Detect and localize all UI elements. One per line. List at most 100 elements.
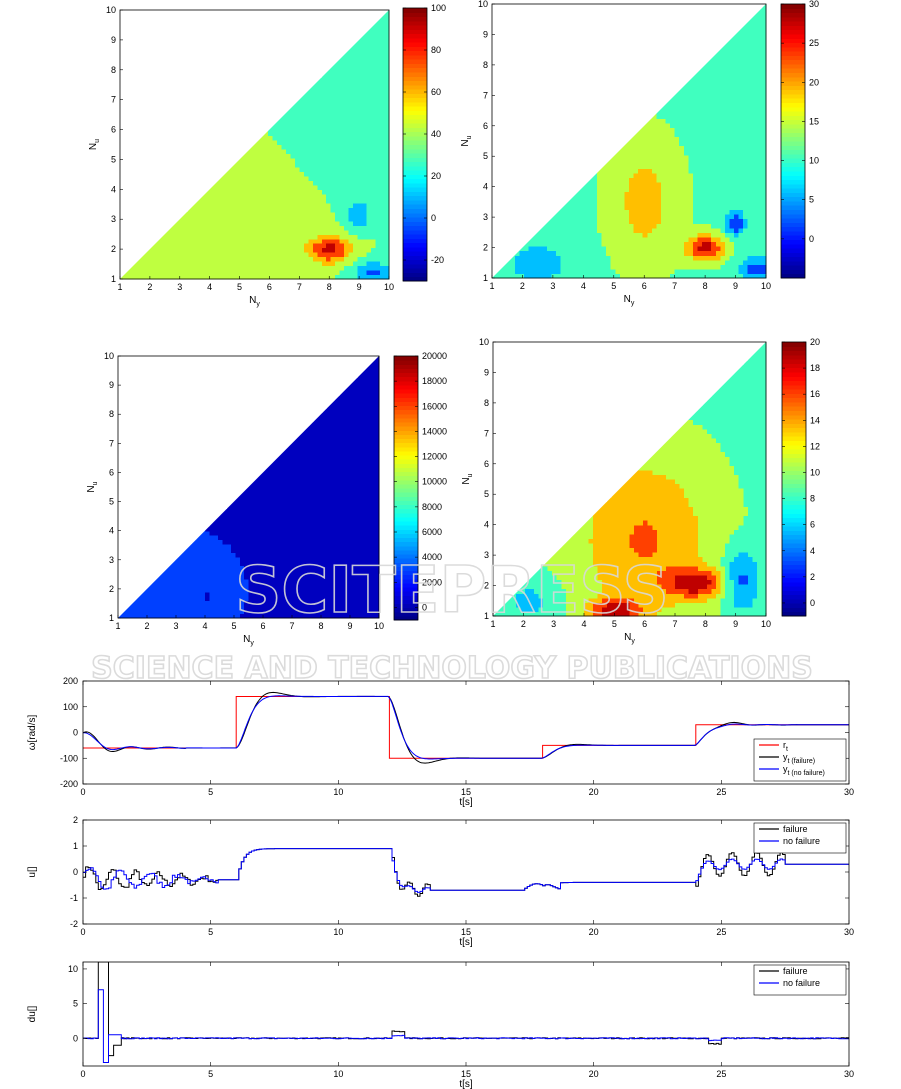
colorbar-tick-label: 20000 [422, 351, 447, 361]
x-tick-label: 30 [844, 927, 854, 937]
y-tick-label: 9 [483, 29, 488, 39]
x-tick-label: 8 [327, 282, 332, 292]
y-tick-label: 1 [109, 613, 114, 623]
y-tick-label: 3 [111, 214, 116, 224]
x-tick-label: 25 [716, 787, 726, 797]
colorbar-tick-label: 0 [809, 234, 814, 244]
x-tick-label: 30 [844, 1069, 854, 1079]
plot-background [83, 962, 849, 1066]
y-tick-label: 0 [73, 1033, 78, 1043]
y-axis-label: Nu [460, 135, 473, 146]
colorbar-frame [781, 341, 807, 617]
x-tick-label: 10 [374, 621, 384, 631]
colorbar-tick-label: 10000 [422, 477, 447, 487]
legend-label: failure [783, 824, 808, 834]
colorbar: 0 2 4 6 8 10 12 14 16 18 20 [781, 337, 820, 617]
colorbar-frame [780, 3, 806, 279]
series-line-no-failure [83, 989, 849, 1063]
x-tick-label: 7 [672, 281, 677, 291]
x-tick-label: 1 [115, 621, 120, 631]
x-tick-label: 8 [703, 281, 708, 291]
x-tick-label: 2 [147, 282, 152, 292]
colorbar-tick-label: 4000 [422, 552, 442, 562]
contour-panel: 1 2 3 4 5 6 7 8 9 10 1 2 3 4 5 6 7 8 9 10 Ny Nu -20 0 20 40 60 80 10… [88, 3, 446, 308]
x-tick-label: 5 [611, 281, 616, 291]
x-axis-label: Ny [624, 294, 635, 307]
x-tick-label: 0 [80, 927, 85, 937]
colorbar-tick-label: 25 [809, 38, 819, 48]
x-tick-label: 5 [231, 621, 236, 631]
x-tick-label: 5 [237, 282, 242, 292]
y-tick-label: 7 [111, 95, 116, 105]
y-tick-label: 9 [111, 35, 116, 45]
colorbar-frame [402, 7, 428, 282]
y-tick-label: 3 [484, 550, 489, 560]
y-axis-label: u[] [27, 866, 38, 877]
x-tick-label: 9 [733, 619, 738, 629]
x-tick-label: 5 [208, 1069, 213, 1079]
colorbar-tick-label: 12000 [422, 452, 447, 462]
colorbar-tick-label: 14000 [422, 426, 447, 436]
y-axis-label: Nu [86, 481, 99, 492]
colorbar-tick-label: 2 [810, 572, 815, 582]
watermark-line-2: SCIENCE AND TECHNOLOGY PUBLICATIONS [91, 651, 813, 686]
contour-fill [118, 356, 380, 619]
y-tick-label: 1 [483, 273, 488, 283]
y-axis-label: Nu [461, 473, 474, 484]
x-tick-label: 0 [80, 1069, 85, 1079]
plot-area [83, 691, 849, 764]
colorbar-tick-label: 18000 [422, 376, 447, 386]
y-tick-label: 5 [109, 497, 114, 507]
y-tick-label: 4 [109, 526, 114, 536]
y-tick-label: 8 [484, 398, 489, 408]
colorbar-tick-label: 16 [810, 389, 820, 399]
x-tick-label: 5 [208, 927, 213, 937]
plot-area [83, 962, 849, 1063]
y-axis-label: du[] [27, 1005, 38, 1022]
colorbar-tick-label: 0 [431, 213, 436, 223]
colorbar-tick-label: 15 [809, 116, 819, 126]
colorbar-tick-label: 2000 [422, 577, 442, 587]
x-tick-label: 0 [80, 787, 85, 797]
y-tick-label: 2 [483, 243, 488, 253]
y-tick-label: 6 [111, 125, 116, 135]
colorbar-tick-label: 6 [810, 520, 815, 530]
colorbar-tick-label: 8 [810, 494, 815, 504]
colorbar-frame [393, 355, 419, 621]
plot-frame [119, 9, 390, 280]
x-tick-label: 8 [318, 621, 323, 631]
series-line-no-failure [83, 848, 849, 893]
x-tick-label: 3 [177, 282, 182, 292]
y-tick-label: 1 [111, 274, 116, 284]
x-tick-label: 4 [581, 619, 586, 629]
colorbar-tick-label: 8000 [422, 502, 442, 512]
y-tick-label: 10 [106, 5, 116, 15]
y-tick-label: 5 [484, 489, 489, 499]
series-line-no-failure [83, 695, 849, 760]
x-tick-label: 3 [551, 619, 556, 629]
plot-frame [117, 355, 380, 619]
x-tick-label: 10 [333, 927, 343, 937]
time-series-panel: 0 5 10 15 20 25 30 -2 -1 0 1 2 t[s] u[] failure no fail… [27, 815, 854, 948]
x-tick-label: 5 [612, 619, 617, 629]
colorbar-tick-label: 4 [810, 546, 815, 556]
x-tick-label: 9 [357, 282, 362, 292]
legend-label: no failure [783, 978, 820, 988]
y-tick-label: 1 [73, 841, 78, 851]
y-tick-label: 3 [109, 555, 114, 565]
colorbar-tick-label: 16000 [422, 401, 447, 411]
contour-fill [493, 342, 767, 617]
y-tick-label: -200 [60, 779, 78, 789]
x-tick-label: 10 [761, 619, 771, 629]
x-tick-label: 3 [550, 281, 555, 291]
x-tick-label: 6 [260, 621, 265, 631]
y-tick-label: 7 [109, 438, 114, 448]
x-tick-label: 10 [333, 787, 343, 797]
x-tick-label: 30 [844, 787, 854, 797]
contour-fill [120, 10, 390, 280]
x-tick-label: 4 [207, 282, 212, 292]
contour-panels: 1 2 3 4 5 6 7 8 9 1012345678910NyNu-2002040608010… [86, 0, 820, 647]
